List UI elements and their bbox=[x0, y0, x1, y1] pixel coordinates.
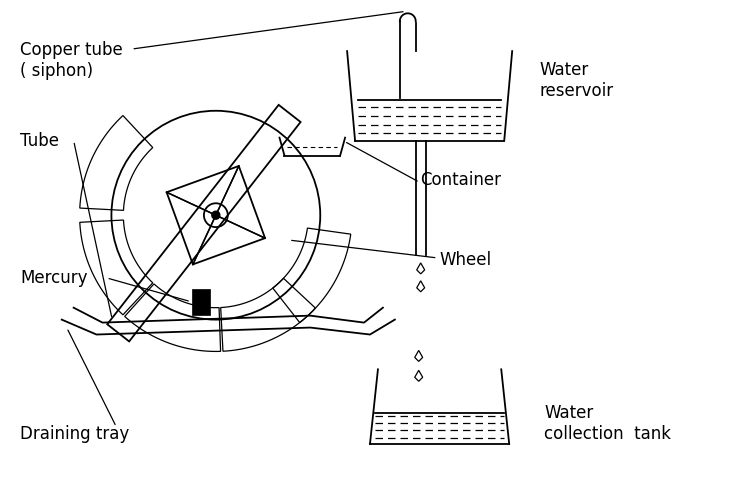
Text: Water
reservoir: Water reservoir bbox=[539, 61, 613, 100]
Text: Water
collection  tank: Water collection tank bbox=[544, 404, 671, 443]
Text: Copper tube
( siphon): Copper tube ( siphon) bbox=[20, 41, 123, 80]
Text: Tube: Tube bbox=[20, 132, 59, 150]
Text: Container: Container bbox=[419, 172, 501, 190]
Text: Mercury: Mercury bbox=[20, 269, 87, 287]
Text: Draining tray: Draining tray bbox=[20, 425, 129, 443]
Text: Wheel: Wheel bbox=[440, 251, 492, 269]
Bar bbox=[192, 289, 210, 314]
Circle shape bbox=[212, 211, 220, 219]
